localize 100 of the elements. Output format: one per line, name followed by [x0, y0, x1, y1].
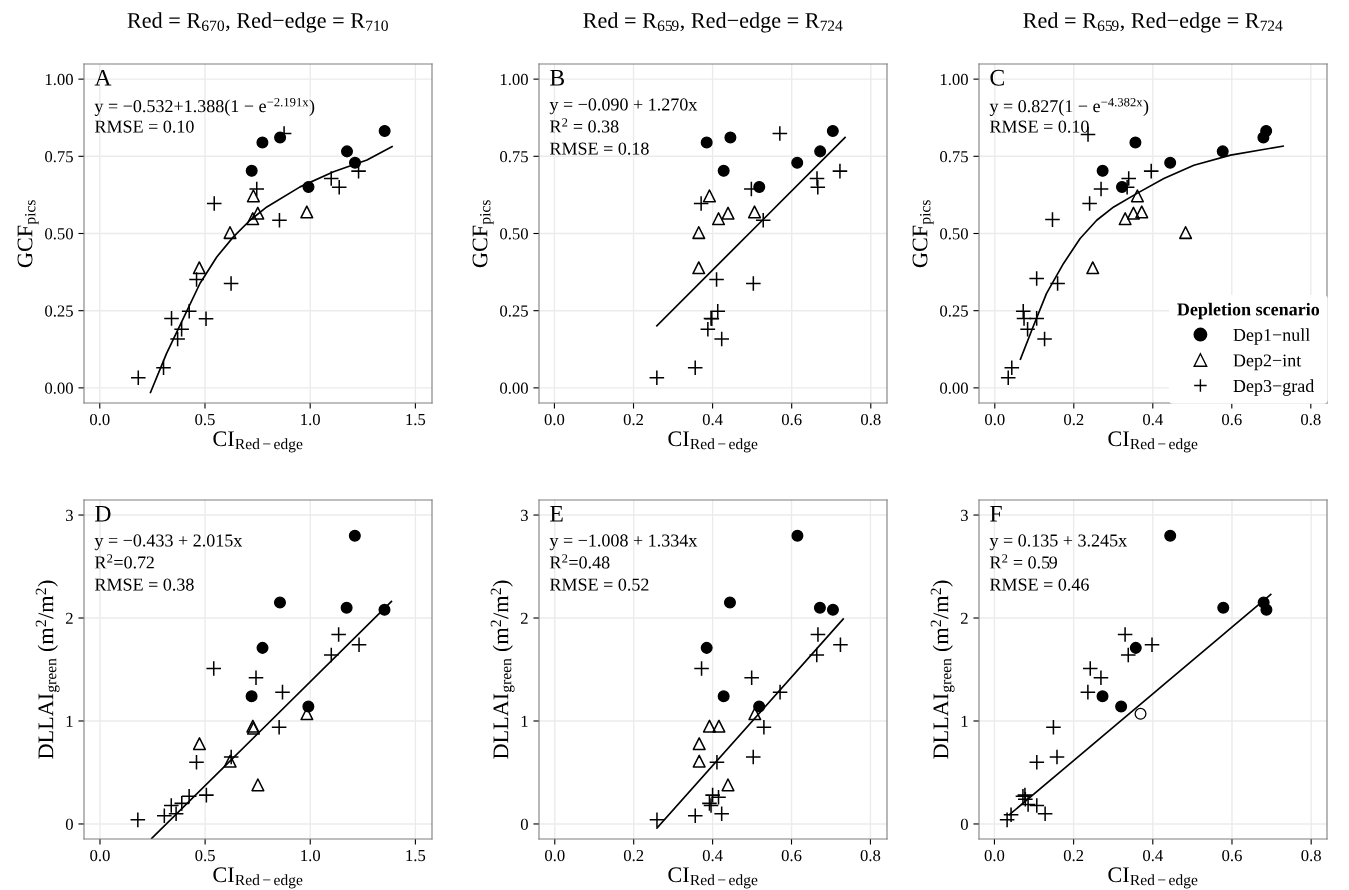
y-tick-label: 2 [65, 612, 73, 624]
y-axis-title: DLLAI$_{green}$ (m$^{2}$/m$^{2}$) [490, 580, 515, 759]
point [246, 189, 260, 203]
point [1020, 796, 1037, 813]
point [702, 189, 717, 203]
x-tick-label: 0.8 [860, 849, 881, 862]
point [745, 748, 762, 766]
point [808, 647, 825, 664]
x-tick-label: 0.8 [861, 413, 881, 426]
x-tick-label: 0.8 [1301, 849, 1321, 862]
point [755, 719, 772, 736]
point [745, 275, 762, 292]
point [1096, 690, 1109, 703]
point [743, 669, 760, 686]
point [692, 754, 706, 768]
point [256, 641, 269, 654]
annotation: y = −0.090 + 1.270x [549, 98, 698, 115]
point [340, 145, 354, 158]
x-tick-label: 0.5 [195, 413, 215, 426]
point [708, 754, 725, 771]
point [708, 271, 725, 288]
y-tick-label: 0.75 [500, 151, 528, 163]
point [1126, 206, 1141, 220]
point [1048, 748, 1066, 766]
point [192, 261, 206, 275]
x-axis-title: CI$_{Red−edge}$ [668, 867, 758, 889]
y-tick-label: 0 [520, 818, 528, 830]
annotation: A [94, 69, 112, 86]
annotation: RMSE = 0.46 [989, 578, 1089, 591]
point [772, 684, 789, 701]
point [702, 719, 717, 733]
annotation: R$^{2}$ = 0.59 [989, 554, 1057, 569]
point [223, 748, 240, 766]
point [245, 690, 258, 703]
point [1216, 145, 1229, 158]
point [1028, 270, 1045, 287]
line-series [149, 145, 393, 394]
point [271, 212, 288, 229]
point [1217, 601, 1230, 614]
y-tick-label: 3 [961, 509, 968, 521]
y-tick-label: 3 [521, 509, 528, 521]
point [692, 261, 706, 275]
point [1081, 195, 1098, 212]
point [692, 737, 706, 751]
x-tick-label: 1.0 [301, 413, 320, 426]
point [717, 690, 730, 703]
point [1257, 131, 1270, 144]
point [1143, 636, 1161, 653]
point [173, 321, 190, 338]
point [814, 145, 827, 158]
y-tick-label: 0.50 [940, 228, 968, 240]
point [721, 206, 735, 220]
x-tick-label: 0.6 [1222, 849, 1242, 862]
annotation: y = 0.827(1 − e$^{−4.382x}$) [989, 97, 1149, 116]
point [693, 660, 710, 677]
x-tick-label: 0.0 [984, 849, 1005, 862]
point [747, 205, 762, 219]
point [206, 195, 223, 212]
chart-title: Red = R$_{659}$, Red−edge = R$_{724}$ [1023, 12, 1283, 33]
point [1082, 660, 1099, 677]
point [192, 737, 207, 751]
point [323, 647, 340, 664]
x-axis-title: CI$_{Red−edge}$ [213, 867, 303, 889]
point [1117, 626, 1134, 643]
x-tick-label: 0.2 [1064, 413, 1084, 426]
point [223, 275, 240, 292]
point [692, 225, 706, 240]
point [1135, 205, 1149, 219]
point [700, 641, 713, 654]
point [1028, 310, 1045, 327]
annotation: F [990, 506, 1002, 522]
chart-title: Red = R$_{659}$, Red−edge = R$_{724}$ [583, 12, 843, 33]
x-axis-title: CI$_{Red−edge}$ [1108, 867, 1198, 889]
y-tick-label: 0.75 [45, 151, 73, 163]
x-tick-label: 0.0 [90, 413, 110, 426]
x-tick-label: 1.5 [406, 849, 426, 862]
x-tick-label: 0.0 [985, 413, 1005, 426]
point [791, 156, 804, 169]
point [163, 310, 180, 327]
point [717, 164, 730, 177]
point [350, 636, 368, 653]
annotation: RMSE = 0.10 [989, 120, 1089, 133]
point [699, 321, 716, 338]
legend-title: Depletion scenario [1177, 302, 1320, 320]
point [1049, 275, 1066, 292]
point [1118, 212, 1132, 226]
point [712, 719, 726, 733]
x-tick-label: 0.6 [781, 849, 802, 862]
legend-label: Dep3−grad [1233, 379, 1315, 396]
point [687, 359, 704, 376]
x-tick-label: 0.2 [623, 413, 644, 426]
point [808, 170, 826, 187]
point [1086, 261, 1100, 275]
annotation: y = −0.532+1.388(1 − e$^{−2.191x}$) [94, 97, 315, 116]
x-tick-label: 0.8 [1301, 413, 1321, 426]
point [129, 811, 146, 828]
y-axis-title: GCF$_{pics}$ [912, 200, 934, 268]
x-tick-label: 0.6 [781, 413, 802, 426]
point [724, 131, 737, 144]
point [1036, 331, 1053, 348]
